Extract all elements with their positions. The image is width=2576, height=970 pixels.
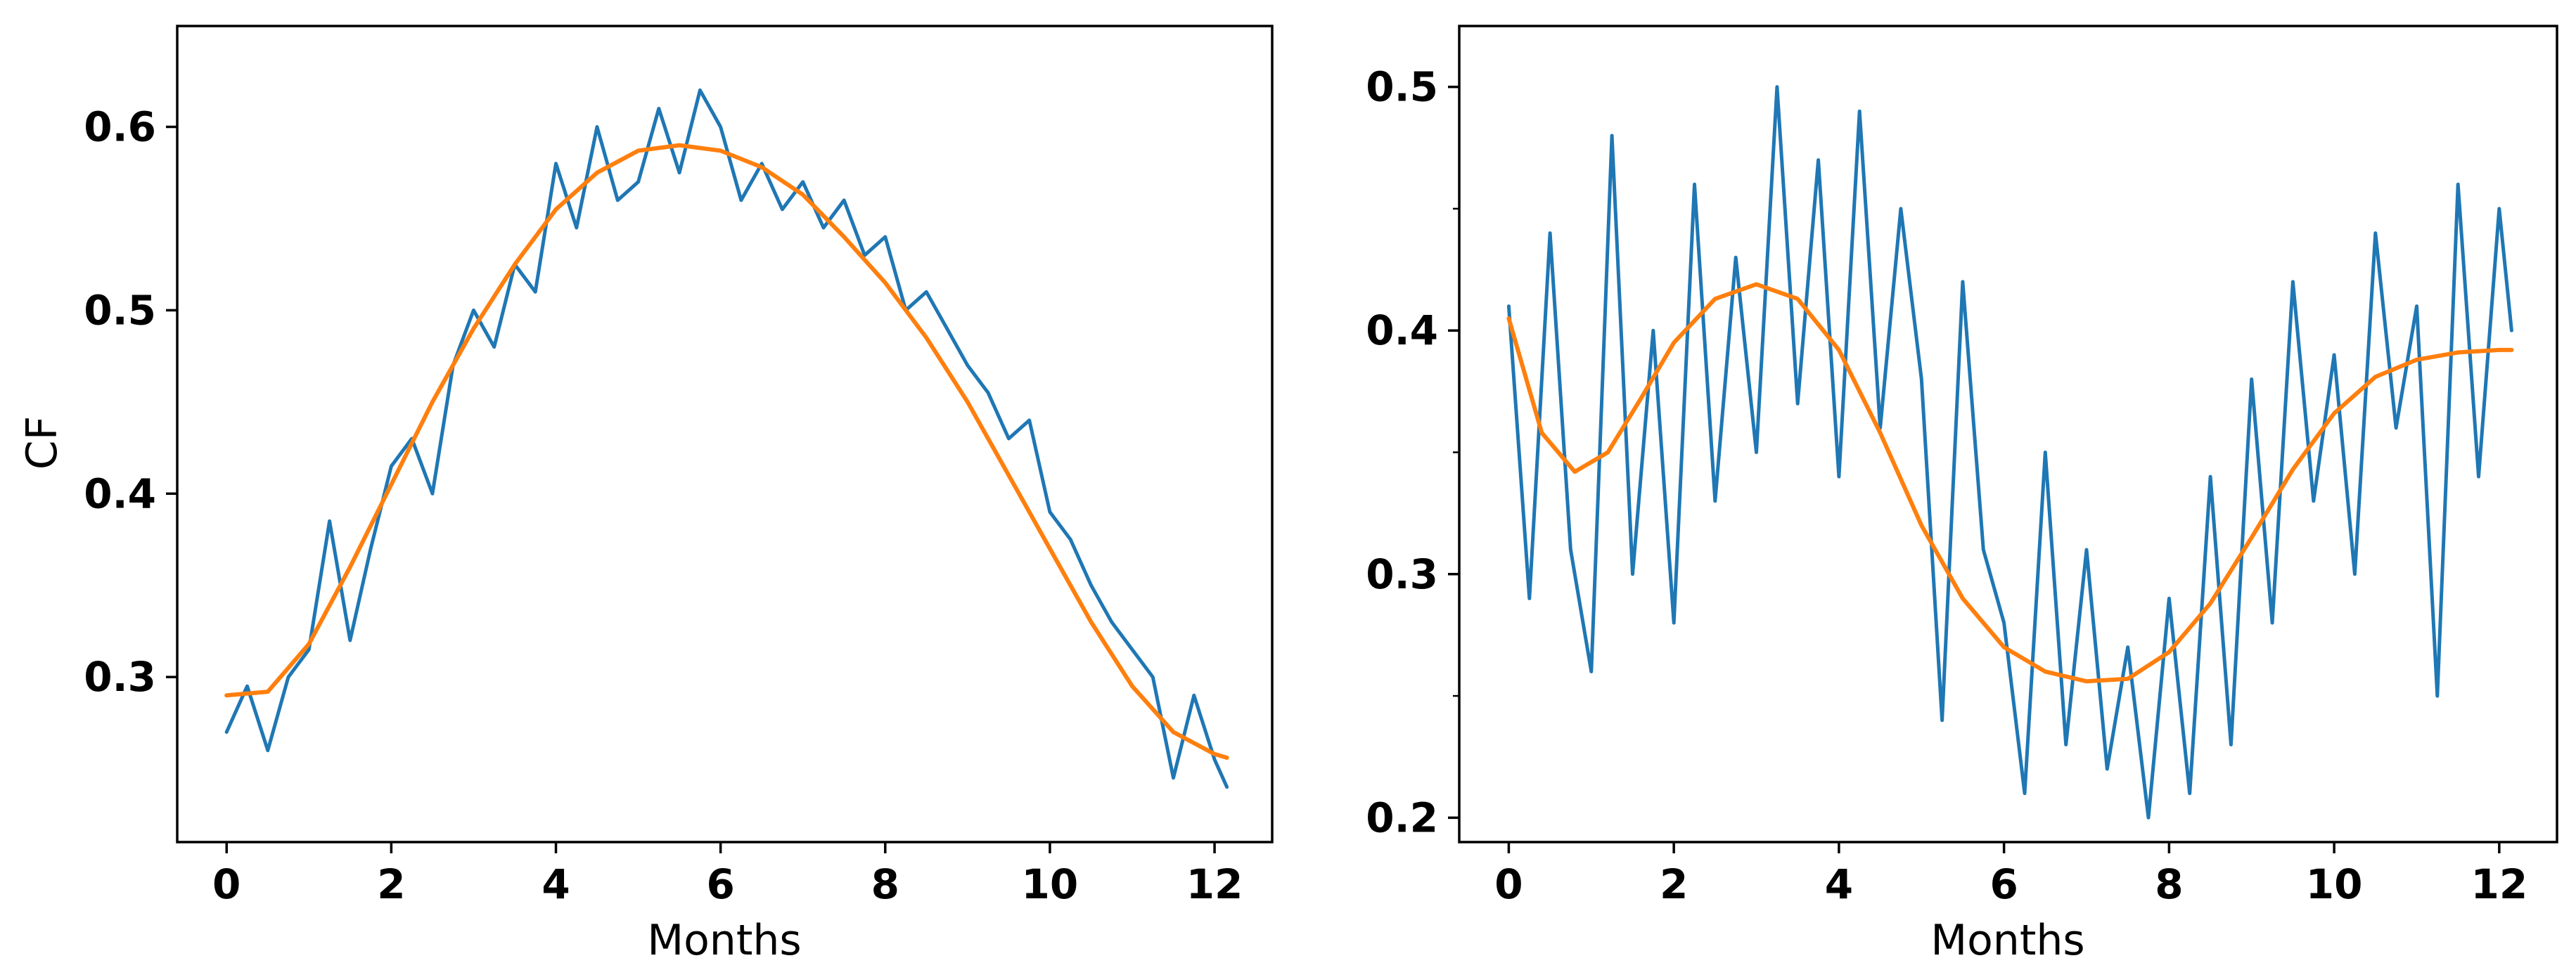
left-plot-frame xyxy=(176,25,1274,843)
right-x-tick-label: 10 xyxy=(2306,860,2363,908)
left-x-tick-label: 0 xyxy=(212,860,241,908)
right-y-tick-label: 0.5 xyxy=(1366,63,1438,111)
left-x-tick-label: 2 xyxy=(377,860,405,908)
right-x-tick-label: 2 xyxy=(1660,860,1688,908)
left-series-line-2 xyxy=(224,143,1229,760)
left-x-tick-label: 12 xyxy=(1186,860,1243,908)
right-series-line-2 xyxy=(1506,282,2514,684)
left-y-tick-label: 0.5 xyxy=(84,286,156,334)
right-x-tick-label: 4 xyxy=(1825,860,1853,908)
right-plot-series xyxy=(1506,85,2514,820)
left-x-ticks: 0 2 4 6 8 10 12 xyxy=(212,842,1243,908)
right-plot-frame xyxy=(1458,25,2558,843)
right-y-ticks: 0.2 0.3 0.4 0.5 xyxy=(1366,63,1459,841)
left-y-tick-label: 0.3 xyxy=(84,653,156,701)
left-y-tick-label: 0.4 xyxy=(84,470,156,517)
right-x-tick-label: 8 xyxy=(2155,860,2183,908)
right-x-tick-label: 6 xyxy=(1989,860,2018,908)
left-x-tick-label: 10 xyxy=(1022,860,1079,908)
left-plot-series xyxy=(224,88,1229,789)
right-x-axis-label: Months xyxy=(1930,916,2084,965)
right-x-ticks: 0 2 4 6 8 10 12 xyxy=(1494,842,2527,908)
left-y-axis-label: CF xyxy=(18,416,67,470)
left-y-tick-label: 0.6 xyxy=(84,103,156,150)
left-chart: 0 2 4 6 8 10 12 0.3 0.4 0.5 0.6 Months CF xyxy=(18,25,1274,965)
left-x-tick-label: 4 xyxy=(542,860,570,908)
right-y-tick-label: 0.4 xyxy=(1366,306,1438,354)
right-x-tick-label: 0 xyxy=(1494,860,1523,908)
right-y-tick-label: 0.2 xyxy=(1366,794,1438,841)
right-x-tick-label: 12 xyxy=(2471,860,2527,908)
right-series-line-1 xyxy=(1506,85,2513,820)
right-y-tick-label: 0.3 xyxy=(1366,550,1438,598)
left-series-line-1 xyxy=(224,88,1229,789)
left-y-ticks: 0.3 0.4 0.5 0.6 xyxy=(84,103,177,701)
left-x-axis-label: Months xyxy=(647,916,801,965)
left-x-tick-label: 6 xyxy=(706,860,734,908)
left-x-tick-label: 8 xyxy=(871,860,899,908)
right-chart: 0 2 4 6 8 10 12 0.2 0.3 0.4 0.5 Months xyxy=(1366,25,2558,965)
